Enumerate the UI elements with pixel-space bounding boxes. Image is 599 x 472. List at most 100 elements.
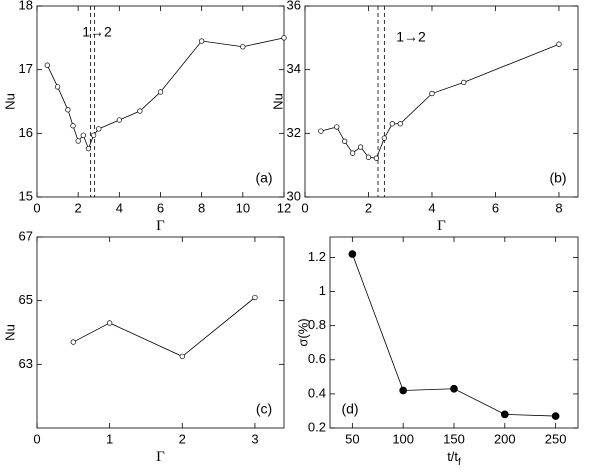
x-axis-label: Γ [437, 218, 446, 234]
x-tick-label: 200 [494, 431, 516, 446]
x-tick-label: 4 [116, 200, 123, 215]
x-tick-label: 2 [365, 200, 372, 215]
axes-box [36, 236, 285, 429]
data-point [318, 128, 324, 134]
annotation: 1→2 [82, 24, 112, 40]
y-tick-label: 1 [319, 283, 326, 298]
data-line [73, 297, 256, 357]
y-tick-label: 18 [19, 0, 33, 12]
data-point [429, 90, 435, 97]
data-point [70, 339, 76, 345]
axes-box [329, 236, 579, 429]
data-point [349, 150, 356, 156]
data-point [281, 35, 287, 41]
axes-box [36, 5, 285, 198]
x-tick-label: 0 [33, 431, 40, 446]
y-tick-label: 0.8 [308, 317, 326, 332]
y-tick-label: 0.2 [308, 419, 326, 434]
panel: 0 1 2 3 63 65 67 Γ Nu (c) [2, 228, 285, 465]
panel: 0 2 4 6 8 10 12 15 16 17 18 1→2 Γ Nu (a) [2, 0, 291, 234]
data-point [75, 138, 81, 144]
x-tick-label: 8 [198, 200, 205, 215]
data-point [500, 410, 509, 419]
y-axis-label: Nu [270, 93, 285, 110]
annotation: 1→2 [396, 29, 426, 45]
data-point [80, 132, 86, 138]
x-axis-label-text: Γ [437, 218, 446, 234]
y-tick-label: 63 [19, 356, 33, 371]
data-point [96, 126, 102, 132]
x-axis-label-text: t/t [447, 449, 458, 464]
data-point [450, 384, 458, 393]
panel-label: (c) [256, 401, 272, 417]
data-point [199, 38, 205, 44]
y-tick-label: 1.2 [308, 249, 326, 264]
data-point [252, 294, 258, 301]
axes-box [304, 5, 579, 198]
data-line [320, 43, 560, 159]
y-tick-label: 17 [19, 61, 33, 76]
data-point [240, 44, 246, 50]
data-point [157, 89, 164, 95]
x-axis-label: Γ [156, 218, 165, 234]
x-tick-label: 10 [236, 200, 250, 215]
panel-label: (d) [341, 401, 358, 417]
y-tick-label: 30 [287, 188, 301, 203]
x-axis-label-text: Γ [156, 449, 165, 465]
data-line [46, 37, 285, 150]
x-axis-label-subscript: f [458, 457, 461, 468]
x-tick-label: 250 [545, 431, 567, 446]
data-point [381, 135, 388, 141]
data-point [389, 121, 395, 127]
data-point [116, 117, 122, 123]
x-tick-label: 12 [277, 200, 291, 215]
data-point [556, 41, 562, 47]
data-point [70, 123, 76, 129]
y-tick-label: 36 [287, 0, 301, 12]
x-tick-label: 1 [106, 431, 113, 446]
x-tick-label: 6 [157, 200, 164, 215]
data-point [551, 412, 560, 420]
panel: 0 2 4 6 8 30 32 34 36 1→2 Γ Nu (b) [270, 0, 579, 234]
y-tick-label: 34 [287, 61, 301, 76]
x-tick-label: 150 [443, 431, 465, 446]
data-point [357, 144, 364, 150]
panel: 50 100 150 200 250 0.2 0.4 0.6 0.8 1 1.2 t/tf σ(%) (d… [295, 236, 579, 468]
panel-label: (b) [549, 170, 566, 186]
y-axis-label: σ(%) [295, 318, 310, 346]
y-tick-label: 65 [19, 292, 33, 307]
x-tick-label: 2 [179, 431, 186, 446]
y-tick-label: 0.4 [308, 385, 326, 400]
x-tick-label: 6 [492, 200, 499, 215]
panel-label: (a) [255, 170, 272, 186]
y-tick-label: 16 [19, 125, 33, 140]
data-point [342, 138, 348, 144]
data-point [397, 121, 403, 127]
x-axis-label-text: Γ [156, 218, 165, 234]
data-point [365, 154, 372, 160]
data-point [106, 320, 113, 326]
data-point [85, 145, 92, 152]
data-point [348, 250, 357, 258]
x-tick-label: 4 [428, 200, 435, 215]
y-axis-label: Nu [2, 324, 17, 341]
x-axis-label: t/tf [447, 449, 461, 467]
data-point [179, 353, 185, 360]
x-tick-label: 0 [301, 200, 308, 215]
x-tick-label: 2 [75, 200, 82, 215]
data-point [65, 107, 71, 113]
y-axis-label: Nu [2, 93, 17, 110]
x-tick-label: 3 [251, 431, 258, 446]
y-tick-label: 67 [19, 228, 33, 243]
data-point [399, 386, 408, 395]
x-tick-label: 50 [345, 431, 359, 446]
data-point [137, 108, 143, 114]
data-point [54, 84, 61, 90]
data-point [373, 155, 380, 161]
y-tick-label: 15 [19, 188, 33, 203]
x-tick-label: 0 [33, 200, 40, 215]
x-axis-label: Γ [156, 449, 165, 465]
y-tick-label: 0.6 [308, 351, 326, 366]
data-point [334, 124, 340, 130]
